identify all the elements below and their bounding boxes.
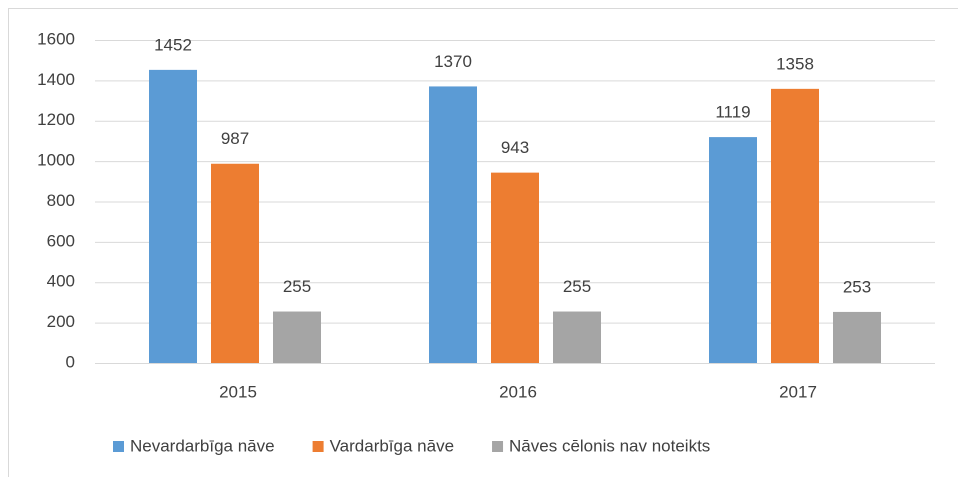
data-label: 987 [221,129,249,148]
y-tick-label: 400 [47,272,75,291]
legend-swatch [312,441,324,452]
data-label: 1119 [715,103,750,122]
y-tick-label: 1200 [37,110,75,129]
bar [709,137,757,363]
data-label: 255 [563,277,591,296]
x-tick-label: 2016 [499,382,537,401]
y-tick-label: 600 [47,231,75,250]
x-tick-label: 2017 [779,382,817,401]
data-label: 1452 [154,35,192,54]
y-tick-label: 1000 [37,151,75,170]
y-tick-label: 1400 [37,70,75,89]
legend-label: Nāves cēlonis nav noteikts [509,436,710,455]
bar [429,86,477,364]
y-tick-label: 1600 [37,29,75,48]
bar [833,311,881,363]
bar [273,311,321,363]
legend-swatch [113,441,124,452]
data-label: 1358 [776,54,814,73]
legend-label: Vardarbīga nāve [330,436,454,455]
data-label: 1370 [434,52,472,71]
data-label: 255 [283,277,311,296]
y-tick-label: 800 [47,191,75,210]
bar [771,88,819,363]
x-tick-label: 2015 [219,382,257,401]
legend-label: Nevardarbīga nāve [130,436,275,455]
bar [149,69,197,363]
chart-border [8,8,958,477]
data-label: 943 [501,138,529,157]
data-label: 253 [843,277,871,296]
y-tick-label: 200 [47,312,75,331]
bar [553,311,601,363]
y-tick-label: 0 [66,352,75,371]
bar [211,163,259,363]
legend-swatch [492,441,504,452]
bar [491,172,539,363]
